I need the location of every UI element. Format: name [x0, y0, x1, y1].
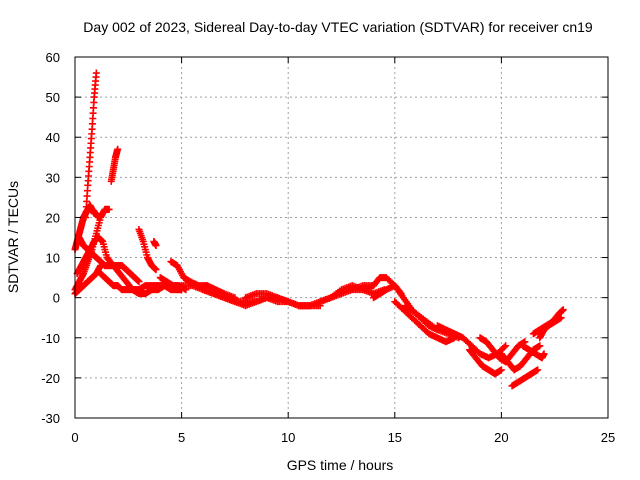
- y-tick-label: 20: [46, 210, 60, 225]
- x-tick-label: 25: [601, 430, 615, 445]
- grid: [75, 57, 608, 418]
- y-tick-label: 50: [46, 90, 60, 105]
- x-tick-label: 0: [71, 430, 78, 445]
- tick-marks: [74, 56, 609, 419]
- y-tick-label: 40: [46, 130, 60, 145]
- data-point: [92, 69, 100, 77]
- data-point: [135, 278, 143, 286]
- data-layer: [71, 69, 567, 390]
- series-arc-spike-2: [107, 145, 122, 185]
- series-arc-late-8: [536, 314, 565, 342]
- series-arc-late-5: [508, 366, 542, 390]
- x-tick-label: 15: [388, 430, 402, 445]
- data-point: [536, 342, 544, 350]
- x-axis-label: GPS time / hours: [287, 457, 394, 473]
- y-tick-label: -30: [41, 411, 60, 426]
- y-tick-label: 10: [46, 251, 60, 266]
- y-tick-label: 30: [46, 170, 60, 185]
- y-tick-label: -10: [41, 331, 60, 346]
- y-axis-label: SDTVAR / TECUs: [5, 181, 21, 293]
- data-point: [105, 205, 113, 213]
- data-point: [497, 366, 505, 374]
- series-arc-late-4: [497, 342, 544, 374]
- series-arc-late-6: [519, 342, 548, 362]
- series-arc-late-2: [465, 346, 505, 378]
- y-tick-label: -20: [41, 371, 60, 386]
- series-arc-early-8: [135, 225, 160, 274]
- x-tick-label: 20: [494, 430, 508, 445]
- series-arc-early-9: [150, 238, 160, 250]
- data-point: [534, 366, 542, 374]
- data-point: [540, 350, 548, 358]
- data-point: [152, 242, 160, 250]
- series-arc-early-1: [71, 201, 102, 254]
- series-arc-early-3: [71, 262, 105, 298]
- series-arc-mid-8: [391, 298, 458, 346]
- data-point: [502, 342, 510, 350]
- data-point: [557, 314, 565, 322]
- y-tick-label: 0: [53, 291, 60, 306]
- chart-title: Day 002 of 2023, Sidereal Day-to-day VTE…: [83, 19, 593, 35]
- y-tick-label: 60: [46, 50, 60, 65]
- tick-labels: 0 5 10 15 20 25 -30 -20 -10 0 10 20 30 40 50 60: [41, 50, 615, 445]
- data-point: [500, 343, 508, 351]
- data-point: [114, 145, 122, 153]
- data-point: [559, 306, 567, 314]
- x-tick-label: 10: [281, 430, 295, 445]
- plot-frame: [74, 56, 609, 419]
- x-tick-label: 5: [178, 430, 185, 445]
- data-point: [152, 266, 160, 274]
